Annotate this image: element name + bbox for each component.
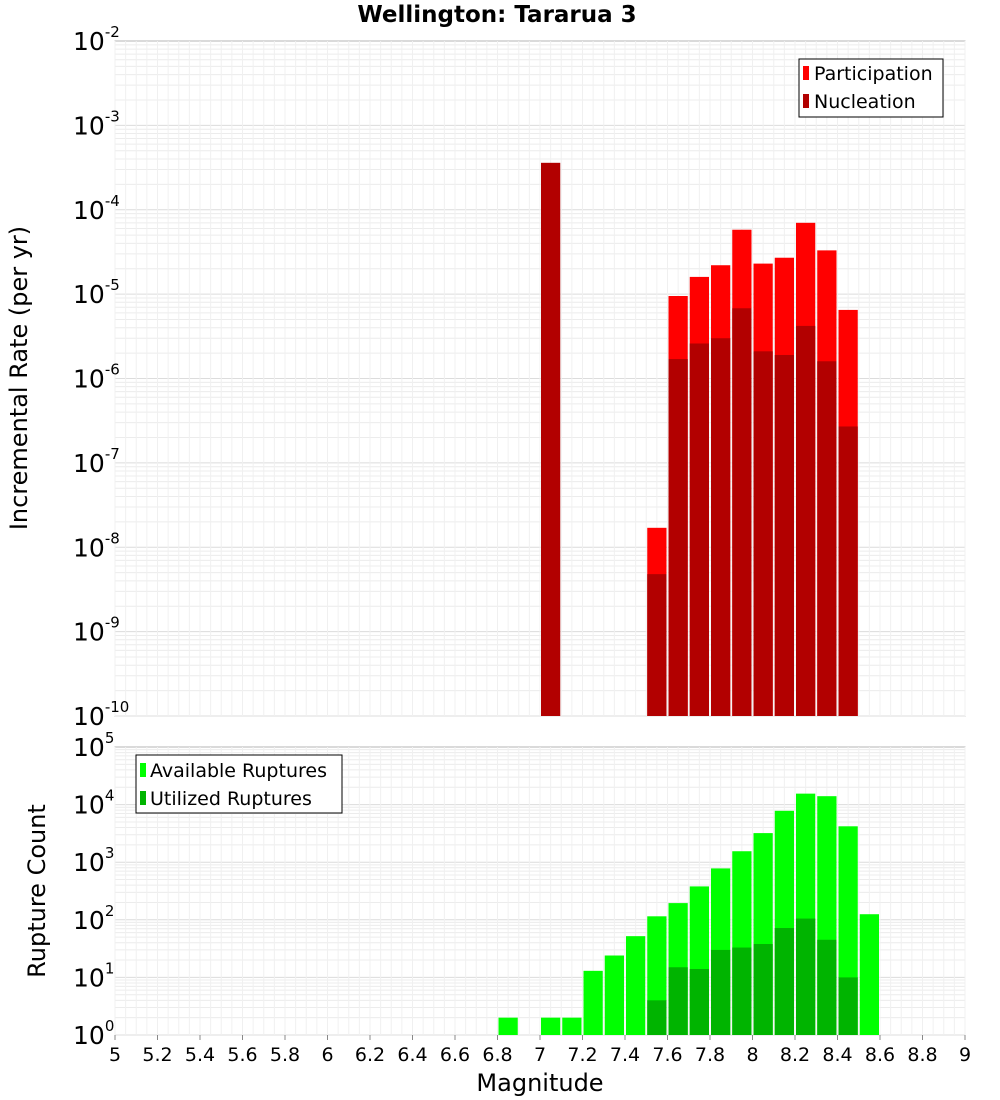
count-y-tick-label: 102 bbox=[73, 902, 114, 935]
x-tick-label: 6.8 bbox=[482, 1044, 512, 1066]
x-tick-label: 7 bbox=[534, 1044, 546, 1066]
legend-swatch-nucleation bbox=[803, 94, 809, 108]
rate-bar-nucleation bbox=[796, 325, 816, 716]
legend-label-nucleation: Nucleation bbox=[814, 91, 916, 113]
count-y-tick-label: 104 bbox=[73, 787, 114, 820]
x-tick-label: 5.2 bbox=[142, 1044, 172, 1066]
legend-label-utilized: Utilized Ruptures bbox=[150, 788, 312, 810]
x-tick-label: 5.4 bbox=[185, 1044, 215, 1066]
count-bar-available-ruptures bbox=[583, 970, 603, 1035]
rate-y-tick-label: 10-6 bbox=[73, 361, 120, 394]
x-tick-label: 8.8 bbox=[907, 1044, 937, 1066]
count-y-tick-label: 103 bbox=[73, 844, 114, 877]
x-tick-label: 7.6 bbox=[652, 1044, 682, 1066]
count-bar-utilized-ruptures bbox=[732, 947, 752, 1035]
rate-bar-nucleation bbox=[711, 338, 731, 716]
x-tick-label: 6.4 bbox=[397, 1044, 427, 1066]
rate-y-tick-label: 10-5 bbox=[73, 276, 120, 309]
count-y-tick-label: 105 bbox=[73, 729, 114, 762]
legend-swatch-available bbox=[140, 763, 146, 777]
x-tick-label: 6.6 bbox=[440, 1044, 470, 1066]
legend-label-participation: Participation bbox=[814, 63, 933, 85]
rate-y-tick-label: 10-9 bbox=[73, 614, 120, 647]
x-tick-label: 8.2 bbox=[780, 1044, 810, 1066]
rate-bar-nucleation bbox=[647, 574, 667, 716]
count-y-axis-label: Rupture Count bbox=[23, 804, 51, 978]
count-bar-utilized-ruptures bbox=[838, 977, 858, 1035]
rate-panel: 10-10 10-9 10-8 10-7 10-6 10-5 10-4 10-3 10-2 In… bbox=[5, 23, 966, 731]
count-bar-utilized-ruptures bbox=[647, 1000, 667, 1035]
x-tick-label: 6 bbox=[321, 1044, 333, 1066]
count-bar-available-ruptures bbox=[562, 1017, 582, 1035]
count-y-tick-label: 101 bbox=[73, 959, 114, 992]
rate-y-tick-label: 10-4 bbox=[73, 192, 120, 225]
x-axis-ticks: 5 5.2 5.4 5.6 5.8 6 6.2 6.4 6.6 6.8 7 7.2 7.4 7.6 7.8 8… bbox=[109, 1035, 971, 1066]
count-y-tick-label: 100 bbox=[73, 1017, 114, 1050]
rate-bar-nucleation bbox=[732, 308, 752, 716]
rate-bar-nucleation bbox=[541, 162, 561, 716]
x-tick-label: 9 bbox=[959, 1044, 971, 1066]
rate-bars bbox=[541, 162, 858, 717]
count-bar-utilized-ruptures bbox=[689, 968, 709, 1035]
count-bar-utilized-ruptures bbox=[753, 944, 773, 1035]
x-tick-label: 5.8 bbox=[270, 1044, 300, 1066]
rate-bar-nucleation bbox=[817, 361, 837, 716]
x-tick-label: 7.4 bbox=[610, 1044, 640, 1066]
rate-y-tick-label: 10-3 bbox=[73, 107, 120, 140]
rate-y-tick-label: 10-7 bbox=[73, 445, 120, 478]
rate-grid bbox=[114, 41, 966, 717]
legend-swatch-participation bbox=[803, 66, 809, 80]
x-tick-label: 7.8 bbox=[695, 1044, 725, 1066]
rate-legend-box bbox=[798, 58, 944, 118]
rate-bar-nucleation bbox=[668, 359, 688, 716]
legend-swatch-utilized bbox=[140, 791, 146, 805]
count-bar-utilized-ruptures bbox=[668, 967, 688, 1035]
x-tick-label: 6.2 bbox=[355, 1044, 385, 1066]
chart-title: Wellington: Tararua 3 bbox=[357, 2, 636, 28]
count-bar-available-ruptures bbox=[626, 936, 646, 1035]
rate-legend: Participation Nucleation bbox=[798, 58, 944, 118]
rate-y-ticks: 10-10 10-9 10-8 10-7 10-6 10-5 10-4 10-3 10-2 bbox=[73, 23, 129, 731]
count-bar-available-ruptures bbox=[859, 914, 879, 1035]
x-tick-label: 8.4 bbox=[822, 1044, 852, 1066]
count-bar-utilized-ruptures bbox=[774, 928, 794, 1035]
rate-bar-nucleation bbox=[838, 426, 858, 716]
rate-y-axis-label: Incremental Rate (per yr) bbox=[5, 226, 33, 530]
count-bar-utilized-ruptures bbox=[817, 939, 837, 1035]
rate-y-tick-label: 10-2 bbox=[73, 23, 120, 56]
rate-y-tick-label: 10-8 bbox=[73, 529, 120, 562]
count-panel: 100 101 102 103 104 105 Rupture Count Availab… bbox=[23, 729, 966, 1050]
count-legend-box bbox=[135, 754, 343, 814]
rate-bar-nucleation bbox=[689, 343, 709, 716]
count-bar-available-ruptures bbox=[604, 955, 624, 1035]
rate-y-tick-label: 10-10 bbox=[73, 698, 129, 731]
x-tick-label: 5 bbox=[109, 1044, 121, 1066]
count-y-ticks: 100 101 102 103 104 105 bbox=[73, 729, 114, 1050]
count-bar-utilized-ruptures bbox=[711, 949, 731, 1035]
count-legend: Available Ruptures Utilized Ruptures bbox=[135, 754, 343, 814]
rate-bar-nucleation bbox=[753, 351, 773, 716]
rate-bar-nucleation bbox=[774, 354, 794, 716]
x-tick-label: 8 bbox=[746, 1044, 758, 1066]
x-tick-label: 7.2 bbox=[567, 1044, 597, 1066]
x-tick-label: 5.6 bbox=[227, 1044, 257, 1066]
legend-label-available: Available Ruptures bbox=[150, 760, 327, 782]
count-bars bbox=[498, 793, 879, 1035]
x-tick-label: 8.6 bbox=[865, 1044, 895, 1066]
count-bar-available-ruptures bbox=[541, 1017, 561, 1035]
x-axis-label: Magnitude bbox=[476, 1069, 603, 1097]
count-bar-utilized-ruptures bbox=[796, 918, 816, 1035]
count-bar-available-ruptures bbox=[498, 1017, 518, 1035]
